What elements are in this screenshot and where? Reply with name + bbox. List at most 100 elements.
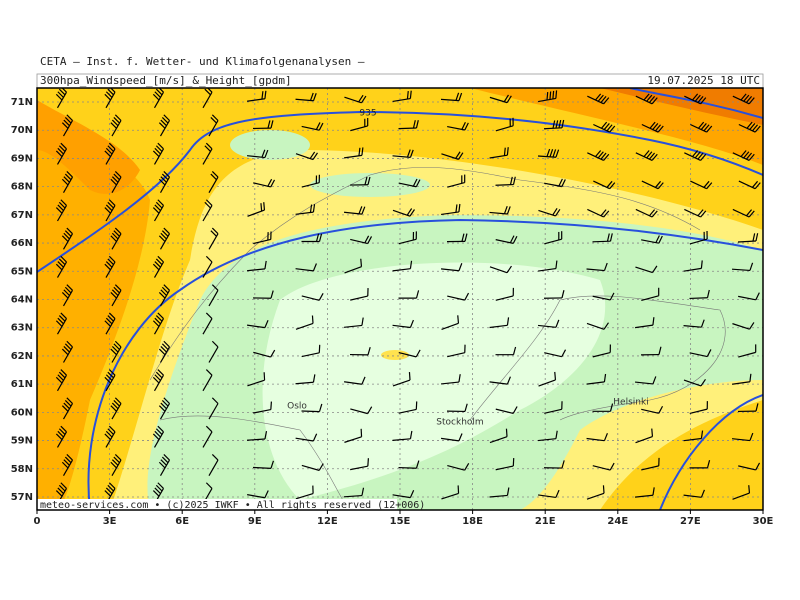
- wind-barb: [738, 121, 761, 133]
- wind-barb: [343, 487, 365, 498]
- wind-barb: [683, 430, 704, 442]
- barb-shaft: [489, 266, 508, 274]
- barb-flag: [700, 123, 707, 130]
- wind-barb: [447, 292, 470, 301]
- wind-barb: [683, 378, 706, 387]
- wind-barb: [689, 460, 711, 469]
- barb-flag: [361, 487, 365, 496]
- lat-tick-label: 63N: [11, 323, 33, 334]
- barb-shaft: [295, 153, 314, 161]
- barb-flag: [748, 210, 755, 218]
- barb-shaft: [392, 494, 411, 499]
- barb-flag: [601, 121, 608, 129]
- wind-barb: [55, 255, 68, 278]
- wind-barb: [61, 340, 74, 363]
- barb-flag: [703, 180, 710, 188]
- wind-barb: [344, 258, 363, 274]
- barb-shaft: [398, 127, 417, 130]
- barb-flag: [740, 150, 747, 157]
- wind-barb: [495, 406, 518, 415]
- wind-barb: [684, 150, 707, 161]
- barb-flag: [157, 425, 164, 433]
- wind-barb: [392, 149, 414, 158]
- barb-flag: [455, 92, 460, 101]
- barb-flag: [749, 373, 752, 382]
- barb-shaft: [538, 379, 556, 387]
- barb-flag: [549, 149, 554, 158]
- wind-barb: [689, 289, 710, 300]
- wind-barb: [252, 120, 274, 130]
- barb-flag: [746, 121, 753, 129]
- barb-shaft: [398, 351, 417, 358]
- barb-shaft: [246, 268, 266, 272]
- barb-flag: [63, 119, 70, 127]
- barb-flag: [752, 233, 756, 242]
- barb-flag: [458, 374, 461, 383]
- wind-barb: [295, 374, 316, 385]
- wind-barb: [104, 255, 116, 278]
- wind-barb: [495, 176, 516, 186]
- wind-barb: [55, 199, 68, 222]
- barb-flag: [114, 454, 122, 461]
- wind-barb: [202, 369, 213, 392]
- barb-shaft: [247, 494, 265, 499]
- barb-flag: [597, 151, 604, 159]
- wind-barb: [641, 287, 660, 302]
- wind-barb: [246, 431, 268, 441]
- barb-shaft: [586, 322, 605, 330]
- field-orange: [37, 120, 150, 510]
- coastline: [159, 415, 351, 510]
- barb-flag: [114, 114, 122, 121]
- barb-flag: [154, 374, 161, 381]
- barb-flag: [694, 94, 701, 102]
- barb-shaft: [592, 465, 611, 471]
- barb-shaft: [592, 351, 611, 358]
- barb-flag: [555, 260, 558, 269]
- barb-shaft: [252, 466, 272, 469]
- barb-flag: [114, 171, 122, 178]
- wind-barb: [208, 227, 219, 250]
- barb-flag: [110, 461, 117, 469]
- barb-flag: [455, 151, 461, 159]
- barb-flag: [104, 320, 111, 327]
- barb-flag: [264, 320, 269, 328]
- barb-flag: [503, 94, 509, 103]
- barb-flag: [554, 371, 557, 380]
- barb-flag: [66, 340, 73, 348]
- wind-barb: [495, 346, 517, 356]
- wind-barb: [634, 376, 657, 385]
- wind-barb: [684, 208, 707, 218]
- barb-shaft: [208, 346, 219, 363]
- wind-barb: [440, 92, 463, 102]
- wind-barb: [61, 397, 74, 420]
- wind-barb: [61, 227, 74, 250]
- barb-shaft: [398, 408, 417, 414]
- barb-flag: [63, 459, 70, 466]
- barb-flag: [111, 232, 119, 240]
- wind-barb: [446, 403, 468, 413]
- barb-flag: [155, 371, 163, 379]
- wind-barb: [732, 93, 755, 105]
- barb-flag: [155, 428, 163, 435]
- wind-barb: [208, 284, 219, 307]
- barb-flag: [706, 349, 712, 357]
- barb-flag: [64, 456, 72, 464]
- barb-flag: [311, 315, 314, 324]
- barb-flag: [161, 343, 169, 350]
- wind-barb: [495, 287, 514, 301]
- barb-flag: [205, 255, 213, 263]
- barb-flag: [652, 487, 655, 496]
- barb-flag: [697, 152, 704, 160]
- wind-barb: [208, 171, 219, 193]
- barb-flag: [406, 208, 413, 216]
- barb-shaft: [350, 295, 368, 301]
- barb-flag: [163, 340, 170, 348]
- wind-barb: [538, 371, 557, 387]
- barb-shaft: [689, 352, 708, 358]
- barb-flag: [267, 120, 271, 129]
- barb-shaft: [738, 295, 756, 301]
- wind-barb: [732, 322, 755, 330]
- lat-tick-label: 57N: [11, 492, 33, 503]
- barb-flag: [458, 92, 463, 101]
- barb-shaft: [208, 403, 219, 420]
